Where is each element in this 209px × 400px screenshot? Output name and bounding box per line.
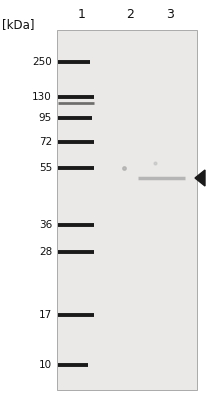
Bar — [57, 30, 197, 390]
Text: 10: 10 — [39, 360, 52, 370]
Text: 36: 36 — [39, 220, 52, 230]
Text: 55: 55 — [39, 163, 52, 173]
Text: 72: 72 — [39, 137, 52, 147]
Text: 250: 250 — [32, 57, 52, 67]
Text: 17: 17 — [39, 310, 52, 320]
Text: 3: 3 — [166, 8, 174, 22]
Text: 130: 130 — [32, 92, 52, 102]
Text: [kDa]: [kDa] — [2, 18, 34, 31]
Text: 95: 95 — [39, 113, 52, 123]
Text: 28: 28 — [39, 247, 52, 257]
Text: 1: 1 — [78, 8, 86, 22]
Polygon shape — [195, 170, 205, 186]
Text: 2: 2 — [126, 8, 134, 22]
